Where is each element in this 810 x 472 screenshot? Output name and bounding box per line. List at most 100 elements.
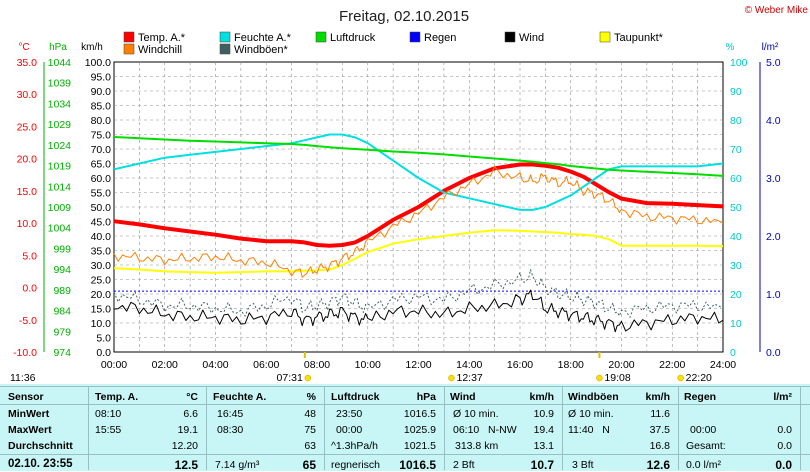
legend-label: Wind [519,32,544,44]
unit-temp: °C [18,42,29,53]
series-line-wind [113,289,724,333]
rain-current-value: 0.0 [775,458,792,472]
pressure-current-value: 1016.5 [399,458,436,472]
wind-tick-label: 10.0 [91,318,112,330]
sun-marker-label: 22:20 [686,372,712,384]
pressure-tick-label: 1029 [48,119,72,131]
row-label-max: MaxWert [8,424,52,436]
rain-max-value: 0.0 [777,424,792,436]
sun-icon [448,374,455,382]
hum-avg-value: 63 [304,440,316,452]
x-tick-label: 14:00 [456,359,482,371]
rain-tick-label: 3.0 [766,173,781,185]
legend-label: Windchill [138,44,182,56]
sun-icon [304,374,312,382]
wind-tick-label: 35.0 [91,246,112,258]
wind-tick-label: 45.0 [91,217,112,229]
sun-icon [677,374,684,382]
x-tick-label: 08:00 [304,359,330,371]
wind-unit: km/h [529,391,554,403]
sun-marker-label: 07:31 [277,372,303,384]
gust-avg-value: 16.8 [649,440,670,452]
gust-avg10-label: Ø 10 min. [568,408,614,420]
wind-tick-label: 25.0 [91,275,112,287]
humidity-tick-label: 20 [730,289,742,301]
wind-current-value: 10.7 [530,458,554,472]
pressure-tick-label: 1044 [48,57,72,69]
pressure-tick-label: 979 [53,326,71,338]
temp-tick-label: 10.0 [17,218,38,230]
temp-tick-label: -5.0 [19,315,37,327]
x-tick-label: 24:00 [710,359,736,371]
x-tick-label: 18:00 [558,359,584,371]
x-tick-label: 00:00 [101,359,127,371]
x-tick-label: 20:00 [608,359,634,371]
gust-bft: 3 Bft [572,459,594,471]
pressure-forecast: regnerisch [331,459,381,471]
wind-header: Wind [450,391,476,403]
legend-swatch [123,43,135,55]
temp-tick-label: 25.0 [17,121,38,133]
gust-max-value: 37.5 [649,424,670,436]
pressure-tick-label: 1019 [48,161,72,173]
legend-label: Feuchte A.* [234,32,292,44]
series-line-feuchtea [113,133,724,211]
wind-avg10-label: Ø 10 min. [453,408,499,420]
series-line-windben [113,269,724,318]
unit-rain: l/m² [762,42,779,53]
hum-header: Feuchte A. [213,391,267,403]
chart-credit: © Weber Mike [745,5,809,16]
hum-max-time: 08:30 [217,424,244,436]
pressure-tick-label: 1014 [48,181,72,193]
legend-swatch [219,43,231,55]
rain-unit: l/m² [773,391,792,403]
humidity-tick-label: 30 [730,260,742,272]
pressure-tick-label: 1039 [48,78,72,90]
x-tick-label: 04:00 [202,359,228,371]
rain-max-time: 00:00 [690,424,717,436]
pressure-tick-label: 1009 [48,202,72,214]
temp-tick-label: 5.0 [22,250,37,262]
temp-header: Temp. A. [95,391,139,403]
pressure-tick-label: 999 [53,243,71,255]
rain-tick-label: 0.0 [766,347,781,359]
sun-marker-label: 11:36 [10,372,36,384]
x-tick-label: 12:00 [405,359,431,371]
pressure-tick-label: 994 [53,264,71,276]
wind-max-time: 06:10 N-NW [453,424,517,436]
rain-total-label: Gesamt: [686,440,726,452]
temp-tick-label: 30.0 [17,89,38,101]
legend-swatch [599,31,611,43]
wind-tick-label: 100.0 [85,57,111,69]
humidity-tick-label: 10 [730,318,742,330]
pressure-header: Luftdruck [331,391,380,403]
wind-tick-label: 60.0 [91,173,112,185]
pressure-tick-label: 1004 [48,223,72,235]
legend-label: Windböen* [234,44,289,56]
row-label-sensor: Sensor [8,391,44,403]
wind-tick-label: 0.0 [96,347,111,359]
series-line-luftdruck [113,136,724,177]
temp-tick-label: 0.0 [22,283,37,295]
humidity-tick-label: 50 [730,202,742,214]
hum-min-value: 48 [304,408,316,420]
temp-tick-label: 20.0 [17,154,38,166]
legend-swatch [123,31,135,43]
humidity-tick-label: 0 [730,347,736,359]
temp-avg-value: 12.20 [171,440,198,452]
temp-tick-label: -10.0 [13,347,37,359]
legend-label: Taupunkt* [614,32,664,44]
wind-tick-label: 90.0 [91,86,112,98]
wind-tick-label: 75.0 [91,130,112,142]
temp-max-time: 15:55 [95,424,122,436]
x-tick-label: 02:00 [152,359,178,371]
wind-tick-label: 5.0 [96,333,111,345]
wind-tick-label: 40.0 [91,231,112,243]
hum-current-value: 65 [302,458,316,472]
hum-max-value: 75 [304,424,316,436]
gust-avg10-value: 11.6 [650,408,670,420]
pressure-trend: ^1.3hPa/h [331,440,378,452]
wind-avg-value: 13.1 [533,440,554,452]
series-line-taupunkt [113,229,724,274]
rain-header: Regen [684,391,717,403]
